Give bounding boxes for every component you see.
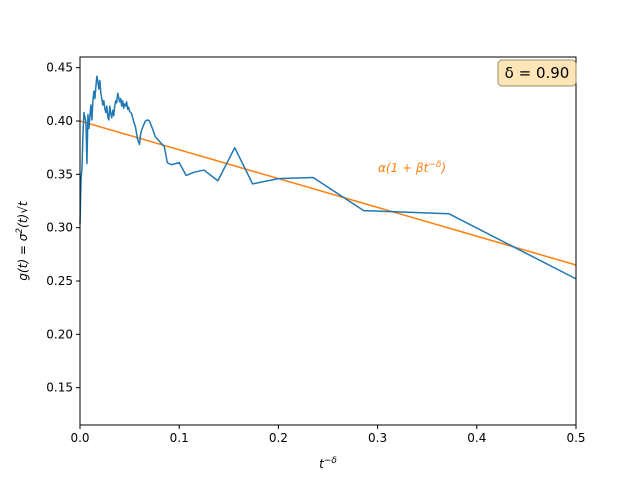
x-tick-label: 0.3 — [368, 431, 387, 445]
y-axis-ticks: 0.15 0.20 0.25 0.30 0.35 0.40 0.45 — [46, 61, 80, 395]
y-tick-label: 0.45 — [46, 61, 73, 75]
x-axis-ticks: 0.0 0.1 0.2 0.3 0.4 0.5 — [70, 425, 586, 445]
y-tick-label: 0.25 — [46, 274, 73, 288]
axes-frame — [79, 56, 577, 426]
y-tick-label: 0.30 — [46, 221, 73, 235]
x-tick-label: 0.5 — [566, 431, 585, 445]
data-series-line — [79, 75, 577, 280]
y-tick-label: 0.35 — [46, 167, 73, 181]
x-tick-label: 0.0 — [70, 431, 89, 445]
delta-annotation-text: δ = 0.90 — [505, 64, 570, 82]
y-tick-label: 0.40 — [46, 114, 73, 128]
y-tick-label: 0.15 — [46, 381, 73, 395]
x-tick-label: 0.4 — [467, 431, 486, 445]
x-tick-label: 0.2 — [269, 431, 288, 445]
y-tick-label: 0.20 — [46, 327, 73, 341]
plot-area — [79, 75, 577, 280]
x-tick-label: 0.1 — [170, 431, 189, 445]
y-axis-label: g(t) = σ2(t)√t — [15, 200, 30, 280]
delta-annotation-box: δ = 0.90 — [497, 59, 577, 87]
